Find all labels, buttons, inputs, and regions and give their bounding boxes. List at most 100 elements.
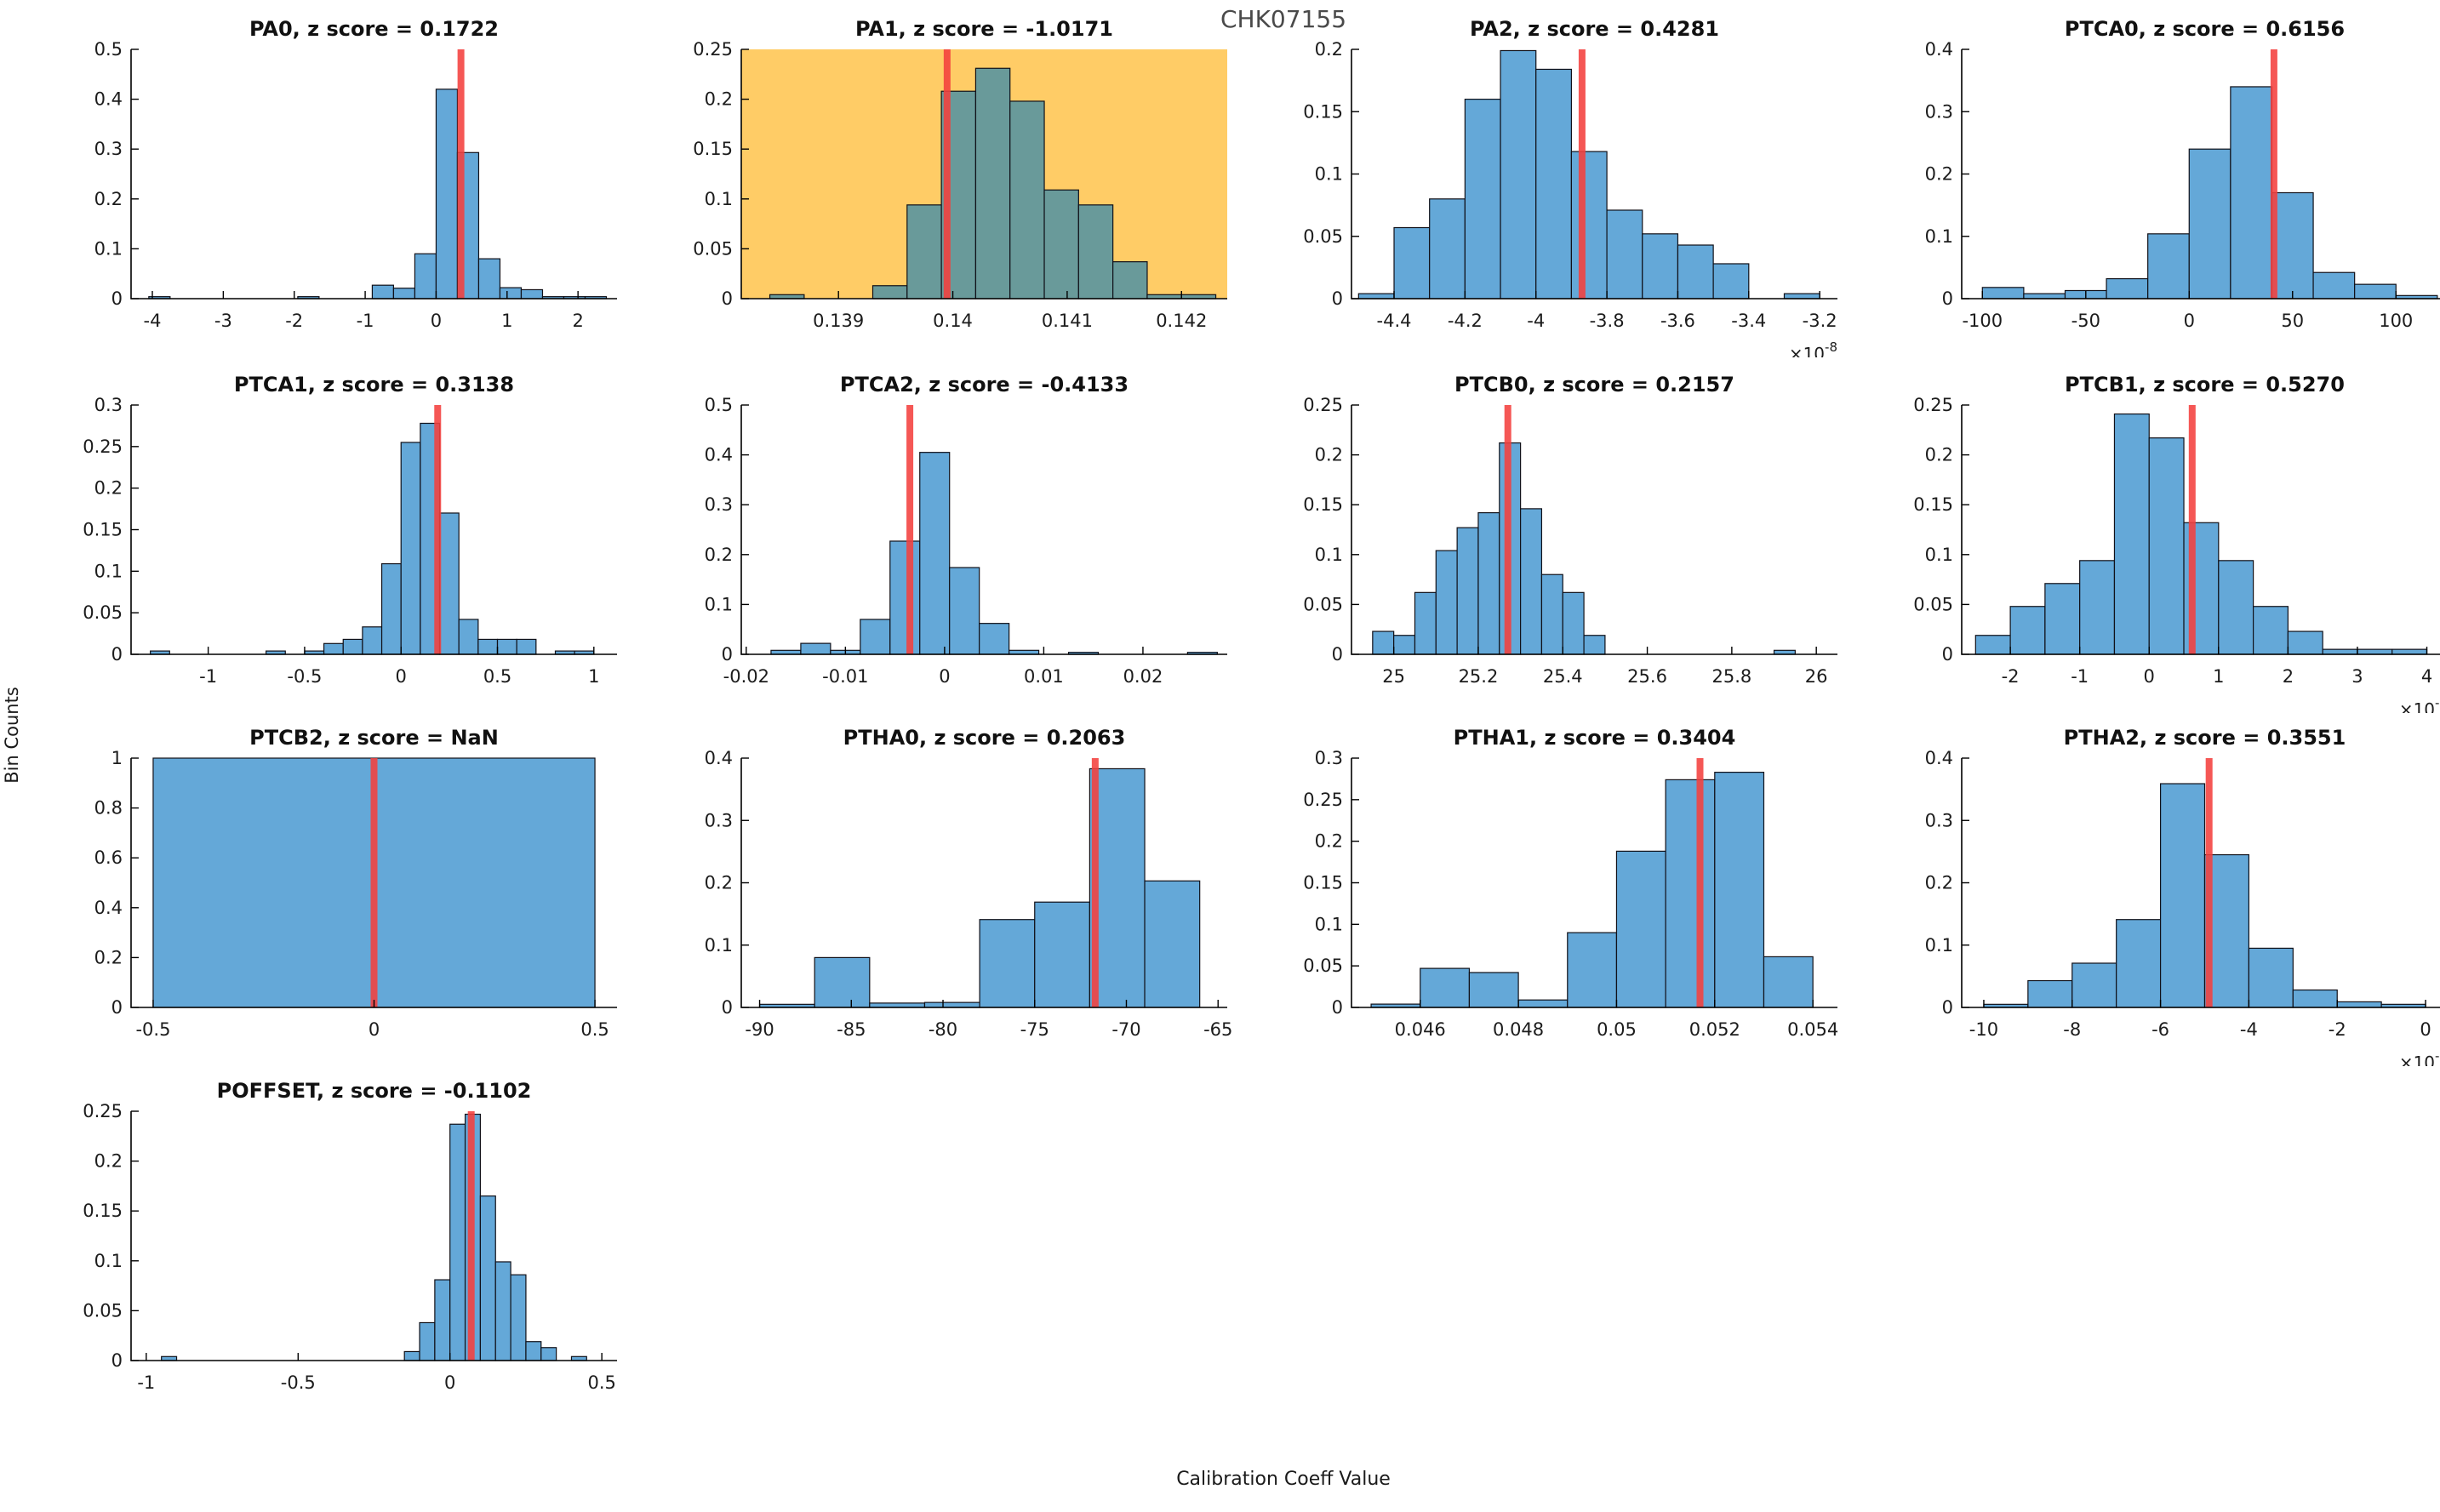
- histogram-bar: [1677, 244, 1714, 300]
- z-marker-line: [1504, 405, 1511, 654]
- y-tick-label: 0.2: [94, 1151, 123, 1172]
- y-tick-label: 0.2: [1925, 873, 1953, 893]
- subplot-PTCA0: -100 -50 0 50 100 0 0.1 0.2 0.3 0.4 PTCA0, z score…: [1883, 5, 2440, 361]
- x-tick-label: -100: [1962, 311, 2003, 331]
- histogram-bars: [758, 767, 1201, 1008]
- x-tick-label: 0: [2184, 311, 2195, 331]
- x-tick-label: 0.5: [483, 666, 511, 687]
- subplot-PTCB0: 25 25.2 25.4 25.6 25.8 26 0 0.05 0.1 0.15 0.2 0.25 P…: [1273, 361, 1869, 716]
- y-tick-label: 0.2: [94, 478, 123, 499]
- x-tick-label: 25.4: [1543, 666, 1583, 687]
- histogram-bars: [1357, 49, 1820, 300]
- histogram-svg-POFFSET: -1 -0.5 0 0.5 0 0.05 0.1 0.15 0.2 0.25 POFFSET, z …: [83, 1079, 617, 1393]
- subplot-PA0: -4 -3 -2 -1 0 1 2 0 0.1 0.2 0.3 0.4 0.5 PA0, z score …: [53, 5, 649, 361]
- x-tick-label: 50: [2281, 311, 2304, 331]
- axes-spines: [740, 405, 1227, 655]
- histogram-bar: [979, 623, 1010, 655]
- subplot-PTCB1: -2 -1 0 1 2 3 4 0 0.05 0.1 0.15 0.2 0.25 ×10-3 PTCB1, …: [1883, 361, 2440, 720]
- x-tick-label: -65: [1203, 1019, 1232, 1040]
- histogram-bar: [2391, 648, 2428, 655]
- axis-ticks: -0.02 -0.01 0 0.01 0.02 0 0.1 0.2 0.3 0.4 0.5: [705, 395, 1163, 687]
- subplot-PTCA2: -0.02 -0.01 0 0.01 0.02 0 0.1 0.2 0.3 0.4 0.5 PTCA2…: [663, 361, 1259, 716]
- histogram-bar: [449, 1123, 466, 1361]
- histogram-bar: [889, 540, 921, 655]
- x-axis-exponent: ×10-7: [2399, 1048, 2440, 1066]
- y-tick-label: 0.05: [83, 1300, 123, 1321]
- axis-ticks: 0.139 0.14 0.141 0.142 0 0.05 0.1 0.15 0.2 0.25: [693, 39, 1207, 331]
- histogram-bar: [1570, 151, 1608, 300]
- y-tick-label: 0.4: [94, 89, 123, 110]
- x-tick-label: -70: [1111, 1019, 1140, 1040]
- histogram-svg-PTCA2: -0.02 -0.01 0 0.01 0.02 0 0.1 0.2 0.3 0.4 0.5 PTCA2…: [705, 373, 1227, 687]
- subplot-PTCA1: -1 -0.5 0 0.5 1 0 0.05 0.1 0.15 0.2 0.25 0.3 PTCA1, …: [53, 361, 649, 716]
- y-tick-label: 0.25: [1303, 395, 1343, 415]
- x-tick-label: 0.02: [1123, 666, 1163, 687]
- x-tick-label: -8: [2063, 1019, 2081, 1040]
- x-tick-label: 0.054: [1787, 1019, 1838, 1040]
- y-tick-label: 0.3: [1315, 748, 1343, 768]
- x-tick-label: -0.5: [135, 1019, 170, 1040]
- histogram-bar: [1500, 49, 1537, 300]
- y-tick-label: 0.5: [705, 395, 733, 415]
- y-axis-label: Bin Counts: [2, 687, 22, 784]
- histogram-svg-PTHA1: 0.046 0.048 0.05 0.052 0.054 0 0.05 0.1 0.15 0.2 0…: [1303, 726, 1838, 1040]
- histogram-bar: [477, 258, 501, 300]
- histogram-bar: [974, 67, 1011, 300]
- y-tick-label: 0.4: [705, 748, 733, 768]
- x-tick-label: 0.05: [1597, 1019, 1637, 1040]
- subplot-PTHA2: -10 -8 -6 -4 -2 0 0 0.1 0.2 0.3 0.4 ×10-7 PTHA2, z s…: [1883, 714, 2440, 1073]
- x-tick-label: 2: [572, 311, 583, 331]
- x-axis-exponent: ×10-3: [2399, 695, 2440, 713]
- histogram-bar: [516, 638, 537, 655]
- histogram-bar: [2147, 233, 2190, 300]
- histogram-svg-PA0: -4 -3 -2 -1 0 1 2 0 0.1 0.2 0.3 0.4 0.5 PA0, z score …: [94, 17, 617, 331]
- y-tick-label: 0.25: [1303, 790, 1343, 810]
- y-tick-label: 0: [1942, 997, 1953, 1018]
- subplot-title: PTCB2, z score = NaN: [249, 726, 499, 750]
- x-tick-label: -4.2: [1448, 311, 1483, 331]
- y-tick-label: 0.1: [705, 594, 733, 614]
- histogram-bar: [435, 88, 459, 300]
- y-tick-label: 0.2: [705, 873, 733, 893]
- histogram-bar: [510, 1274, 527, 1361]
- y-tick-label: 0.15: [1303, 873, 1343, 893]
- x-tick-label: 0: [444, 1372, 455, 1393]
- axis-ticks: -1 -0.5 0 0.5 1 0 0.05 0.1 0.15 0.2 0.25 0.3: [83, 395, 599, 687]
- axis-ticks: 0.046 0.048 0.05 0.052 0.054 0 0.05 0.1 0.15 0.2 0…: [1303, 748, 1838, 1040]
- histogram-bar: [2106, 277, 2149, 300]
- histogram-bar: [1517, 999, 1569, 1008]
- x-tick-label: -10: [1969, 1019, 1998, 1040]
- y-tick-label: 0.25: [693, 39, 733, 60]
- subplot-title: POFFSET, z score = -0.1102: [217, 1079, 532, 1103]
- subplot-title: PTHA1, z score = 0.3404: [1454, 726, 1736, 750]
- histogram-bar: [400, 442, 421, 655]
- axes-spines: [130, 49, 617, 300]
- y-tick-label: 0.05: [1303, 226, 1343, 247]
- y-tick-label: 0.4: [1925, 748, 1953, 768]
- histogram-bar: [1535, 68, 1573, 300]
- y-tick-label: 0.3: [705, 494, 733, 515]
- histogram-bar: [520, 288, 544, 300]
- axes-spines: [130, 405, 617, 655]
- x-tick-label: 1: [588, 666, 599, 687]
- axis-ticks: -4 -3 -2 -1 0 1 2 0 0.1 0.2 0.3 0.4 0.5: [94, 39, 584, 331]
- histogram-bar: [2023, 293, 2066, 300]
- histogram-bar: [1567, 932, 1618, 1008]
- z-marker-line: [2205, 758, 2213, 1007]
- x-tick-label: -0.01: [822, 666, 868, 687]
- x-tick-label: 0: [939, 666, 950, 687]
- y-tick-label: 0: [111, 644, 123, 665]
- figure-title: CHK07155: [1220, 5, 1347, 33]
- histogram-bar: [342, 638, 363, 655]
- histogram-bar: [979, 919, 1036, 1008]
- subplot-POFFSET: -1 -0.5 0 0.5 0 0.05 0.1 0.15 0.2 0.25 POFFSET, z …: [53, 1067, 649, 1423]
- y-tick-label: 0.1: [94, 561, 123, 581]
- y-tick-label: 0.1: [1925, 226, 1953, 247]
- histogram-bar: [403, 1350, 420, 1361]
- y-tick-label: 0.2: [1315, 39, 1343, 60]
- subplot-title: PTCA2, z score = -0.4133: [840, 373, 1129, 397]
- x-tick-label: 25: [1382, 666, 1405, 687]
- x-tick-label: -4: [144, 311, 162, 331]
- x-tick-label: -2: [2002, 666, 2020, 687]
- x-tick-label: 0: [396, 666, 407, 687]
